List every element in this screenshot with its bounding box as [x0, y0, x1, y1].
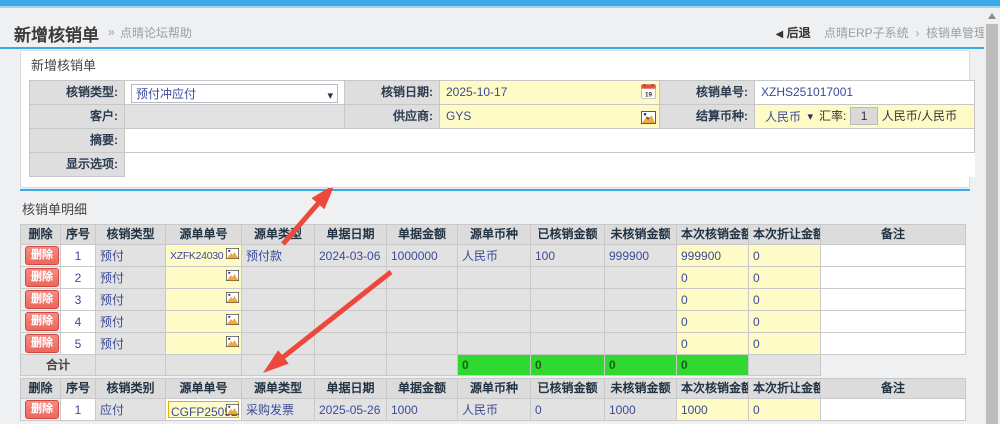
svg-text:19: 19 [645, 91, 653, 98]
